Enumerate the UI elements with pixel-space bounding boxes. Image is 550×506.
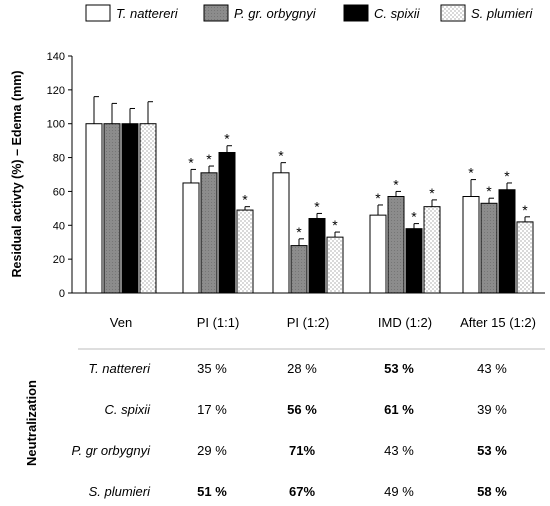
table-cell: 49 % (384, 484, 414, 499)
table-row-label: S. plumieri (89, 484, 152, 499)
significance-marker: * (429, 185, 435, 201)
y-tick-label: 120 (47, 85, 65, 97)
table-cell: 58 % (477, 484, 507, 499)
legend-swatch-c-spixii (343, 4, 369, 22)
bar (218, 151, 236, 294)
table-cell: 53 % (477, 443, 507, 458)
bar (326, 236, 344, 294)
legend: T. nattereri P. gr. orbygnyi C. spixii S… (85, 4, 534, 22)
significance-marker: * (188, 154, 194, 170)
significance-marker: * (278, 148, 284, 164)
bar (200, 172, 218, 294)
significance-marker: * (314, 198, 320, 214)
significance-marker: * (224, 131, 230, 147)
significance-marker: * (206, 151, 212, 167)
bar (85, 123, 103, 294)
table-cell: 29 % (197, 443, 227, 458)
legend-label-t-nattereri: T. nattereri (116, 6, 179, 21)
legend-swatch-s-plumieri (440, 4, 466, 22)
table-cell: 28 % (287, 361, 317, 376)
bars: Ven * * * * PI (1:1) * * * * PI (1:2) * * * * IMD (1:2)… (85, 96, 536, 330)
bar (369, 214, 387, 294)
table-cell: 67% (289, 484, 315, 499)
x-category-label: PI (1:1) (197, 315, 240, 330)
table-row-label: T. nattereri (88, 361, 151, 376)
bar (139, 123, 157, 294)
bar (103, 123, 121, 294)
x-category-label: IMD (1:2) (378, 315, 432, 330)
table-cell: 43 % (384, 443, 414, 458)
significance-marker: * (504, 168, 510, 184)
table-cell: 43 % (477, 361, 507, 376)
table-cell: 51 % (197, 484, 227, 499)
y-axis-title: Residual activty (%) – Edema (mm) (10, 70, 24, 277)
y-tick-label: 80 (53, 153, 65, 165)
legend-label-s-plumieri: S. plumieri (471, 6, 534, 21)
bar (480, 202, 498, 294)
table-cell: 53 % (384, 361, 414, 376)
significance-marker: * (468, 165, 474, 181)
x-category-label: Ven (110, 315, 132, 330)
significance-marker: * (332, 217, 338, 233)
table-cell: 61 % (384, 402, 414, 417)
significance-marker: * (296, 224, 302, 240)
legend-label-c-spixii: C. spixii (374, 6, 421, 21)
bar (236, 209, 254, 294)
x-category-label: PI (1:2) (287, 315, 330, 330)
neutralization-table: T. nattereri 35 % 28 % 53 % 43 % C. spixii 17 … (71, 361, 507, 499)
table-cell: 17 % (197, 402, 227, 417)
bar (290, 245, 308, 294)
y-tick-label: 0 (59, 288, 65, 300)
bar (423, 206, 441, 294)
table-cell: 56 % (287, 402, 317, 417)
y-tick-label: 60 (53, 186, 65, 198)
table-cell: 39 % (477, 402, 507, 417)
significance-marker: * (411, 209, 417, 225)
table-cell: 71% (289, 443, 315, 458)
significance-marker: * (393, 176, 399, 192)
bar (516, 221, 534, 294)
y-tick-label: 140 (47, 51, 65, 63)
table-row-label: P. gr orbygnyi (71, 443, 151, 458)
significance-marker: * (375, 190, 381, 206)
bar (498, 189, 516, 294)
bar (462, 196, 480, 294)
y-tick-label: 100 (47, 119, 65, 131)
bar (308, 218, 326, 294)
significance-marker: * (242, 192, 248, 208)
legend-swatch-p-gr-orbygnyi (203, 4, 229, 22)
legend-swatch-t-nattereri (85, 4, 111, 22)
x-category-label: After 15 (1:2) (460, 315, 536, 330)
table-cell: 35 % (197, 361, 227, 376)
table-title: Neutralization (24, 380, 39, 466)
y-tick-label: 40 (53, 220, 65, 232)
bar (182, 182, 200, 294)
legend-label-p-gr-orbygnyi: P. gr. orbygnyi (234, 6, 317, 21)
bar (272, 172, 290, 294)
bar (405, 228, 423, 294)
bar (387, 196, 405, 294)
bar (121, 123, 139, 294)
significance-marker: * (486, 183, 492, 199)
y-tick-label: 20 (53, 254, 65, 266)
table-row-label: C. spixii (104, 402, 151, 417)
significance-marker: * (522, 202, 528, 218)
